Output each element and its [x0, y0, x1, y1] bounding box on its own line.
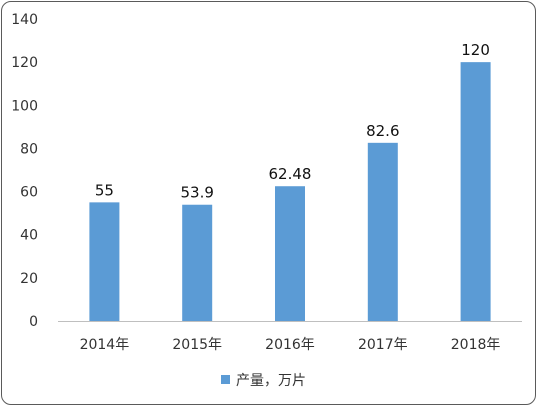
bar [275, 186, 305, 321]
data-labels: 55 53.9 62.48 82.6 120 [95, 41, 490, 202]
legend-swatch [221, 375, 230, 384]
y-tick-label: 40 [20, 228, 38, 244]
x-tick-label: 2017年 [358, 337, 408, 353]
y-tick-label: 0 [29, 314, 38, 330]
data-label: 120 [461, 41, 490, 59]
x-tick-label: 2018年 [451, 337, 501, 353]
bar [460, 62, 491, 322]
bars [89, 62, 491, 322]
x-axis-ticks: 2014年 2015年 2016年 2017年 2018年 [80, 337, 501, 353]
legend: 产量，万片 [221, 373, 306, 389]
y-tick-label: 20 [20, 271, 38, 287]
data-label: 62.48 [269, 165, 312, 183]
y-tick-label: 140 [11, 12, 38, 28]
data-label: 82.6 [366, 122, 399, 140]
bar [367, 142, 398, 321]
x-tick-label: 2015年 [172, 337, 222, 353]
bar [89, 202, 120, 321]
legend-label: 产量，万片 [236, 373, 306, 389]
data-label: 55 [95, 181, 114, 199]
bar [182, 204, 213, 321]
y-axis-ticks: 0 20 40 60 80 100 120 140 [11, 12, 38, 330]
y-tick-label: 100 [11, 98, 38, 114]
y-tick-label: 60 [20, 185, 38, 201]
x-tick-label: 2016年 [265, 337, 315, 353]
data-label: 53.9 [180, 184, 213, 202]
x-tick-label: 2014年 [80, 337, 130, 353]
y-tick-label: 120 [11, 55, 38, 71]
y-tick-label: 80 [20, 141, 38, 157]
